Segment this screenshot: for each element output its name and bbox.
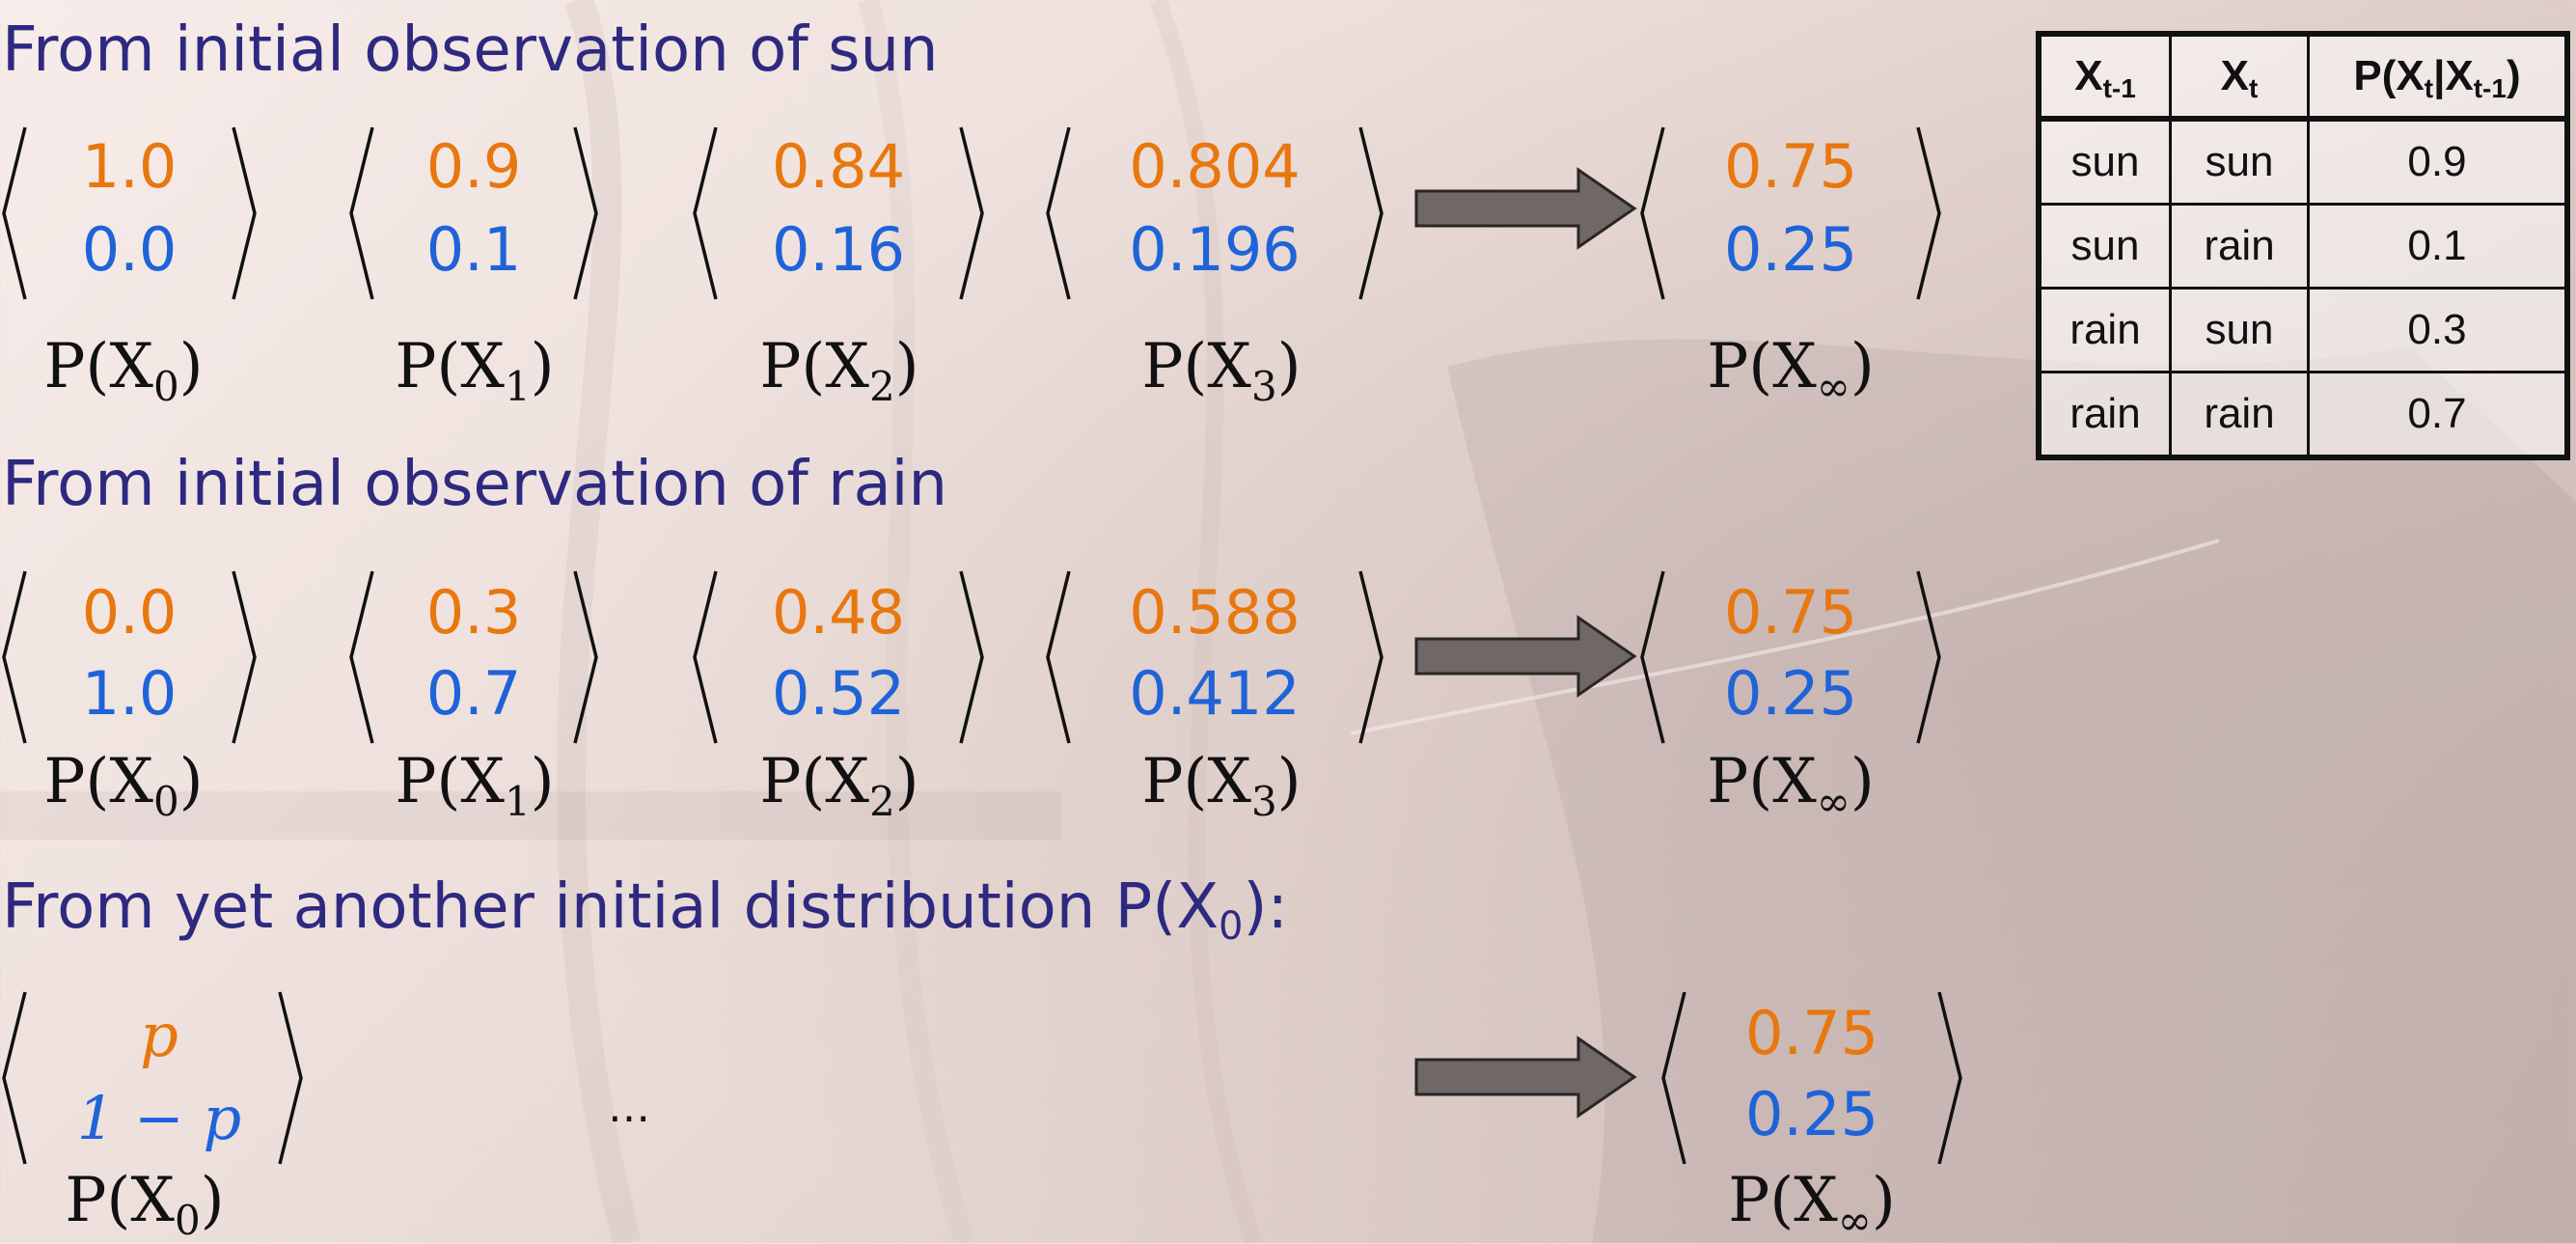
table-cell: rain	[2037, 287, 2172, 373]
table-cell: 0.9	[2307, 117, 2569, 206]
column-header-probability: P(Xt|Xt-1)	[2307, 32, 2569, 122]
rain-probability: 0.16	[771, 214, 906, 285]
vector-p-x0-sun: 1.0 0.0	[0, 124, 259, 303]
right-block-arrow-icon	[1414, 167, 1637, 250]
rain-probability: 1 − p	[76, 1083, 242, 1153]
vector-p-x1-sun: 0.9 0.1	[347, 124, 600, 303]
vector-p-x3-rain: 0.588 0.412	[1044, 567, 1385, 747]
transition-table: Xt-1 Xt P(Xt|Xt-1) sun sun 0.9 sun rain …	[2036, 31, 2570, 460]
distribution-label: P(X0)	[43, 746, 204, 825]
sun-probability: 0.804	[1129, 131, 1301, 202]
sun-probability: 0.0	[81, 577, 178, 648]
section-heading-sun: From initial observation of sun	[2, 14, 939, 86]
vector-p-x1-rain: 0.3 0.7	[347, 567, 600, 747]
distribution-label: P(X0)	[65, 1165, 225, 1244]
sun-probability: 0.75	[1723, 577, 1858, 648]
table-row: sun rain 0.1	[2037, 203, 2569, 290]
table-row: sun sun 0.9	[2037, 117, 2569, 206]
sun-probability: 0.84	[771, 131, 906, 202]
table-header-row: Xt-1 Xt P(Xt|Xt-1)	[2037, 32, 2569, 122]
distribution-label: P(X∞)	[1707, 331, 1875, 410]
sun-probability: p	[140, 1000, 178, 1070]
distribution-label: P(X1)	[395, 331, 555, 410]
rain-probability: 0.25	[1723, 214, 1858, 285]
rain-probability: 0.25	[1723, 658, 1858, 729]
rain-probability: 0.412	[1129, 658, 1301, 729]
vector-p-x0-rain: 0.0 1.0	[0, 567, 259, 747]
table-cell: sun	[2037, 117, 2172, 206]
rain-probability: 0.196	[1129, 214, 1301, 285]
table-cell: rain	[2037, 371, 2172, 459]
table-cell: 0.7	[2307, 371, 2569, 459]
distribution-label: P(X2)	[759, 331, 919, 410]
distribution-label: P(X3)	[1141, 331, 1302, 410]
sun-probability: 0.75	[1744, 998, 1879, 1068]
rain-probability: 0.7	[425, 658, 522, 729]
rain-probability: 1.0	[81, 658, 178, 729]
sun-probability: 0.48	[771, 577, 906, 648]
sun-probability: 0.3	[425, 577, 522, 648]
right-block-arrow-icon	[1414, 615, 1637, 698]
table-cell: sun	[2169, 287, 2310, 373]
vector-p-xinf-sun: 0.75 0.25	[1638, 124, 1943, 303]
rain-probability: 0.1	[425, 214, 522, 285]
section-heading-general: From yet another initial distribution P(…	[2, 871, 1289, 949]
distribution-label: P(X∞)	[1707, 746, 1875, 825]
vector-p-xinf-general: 0.75 0.25	[1659, 988, 1964, 1168]
distribution-label: P(X2)	[759, 746, 919, 825]
right-block-arrow-icon	[1414, 1036, 1637, 1119]
rain-probability: 0.52	[771, 658, 906, 729]
column-header-state: Xt	[2169, 32, 2310, 122]
table-row: rain rain 0.7	[2037, 371, 2569, 459]
table-cell: rain	[2169, 371, 2310, 459]
table-cell: sun	[2037, 203, 2172, 290]
distribution-label: P(X3)	[1141, 746, 1302, 825]
table-cell: 0.3	[2307, 287, 2569, 373]
sun-probability: 0.588	[1129, 577, 1301, 648]
distribution-label: P(X1)	[395, 746, 555, 825]
rain-probability: 0.0	[81, 214, 178, 285]
sun-probability: 0.75	[1723, 131, 1858, 202]
distribution-label: P(X0)	[43, 331, 204, 410]
vector-p-x0-general: p 1 − p	[0, 988, 307, 1168]
table-cell: 0.1	[2307, 203, 2569, 290]
section-heading-rain: From initial observation of rain	[2, 449, 947, 520]
vector-p-x2-sun: 0.84 0.16	[691, 124, 986, 303]
table-cell: sun	[2169, 117, 2310, 206]
ellipsis: …	[608, 1083, 650, 1132]
table-row: rain sun 0.3	[2037, 287, 2569, 373]
distribution-label: P(X∞)	[1728, 1165, 1896, 1244]
rain-probability: 0.25	[1744, 1079, 1879, 1149]
vector-p-x2-rain: 0.48 0.52	[691, 567, 986, 747]
table-cell: rain	[2169, 203, 2310, 290]
vector-p-xinf-rain: 0.75 0.25	[1638, 567, 1943, 747]
vector-p-x3-sun: 0.804 0.196	[1044, 124, 1385, 303]
column-header-prev-state: Xt-1	[2037, 32, 2172, 122]
sun-probability: 1.0	[81, 131, 178, 202]
sun-probability: 0.9	[425, 131, 522, 202]
